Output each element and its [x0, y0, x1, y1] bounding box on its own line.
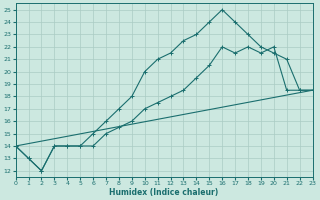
X-axis label: Humidex (Indice chaleur): Humidex (Indice chaleur)	[109, 188, 219, 197]
